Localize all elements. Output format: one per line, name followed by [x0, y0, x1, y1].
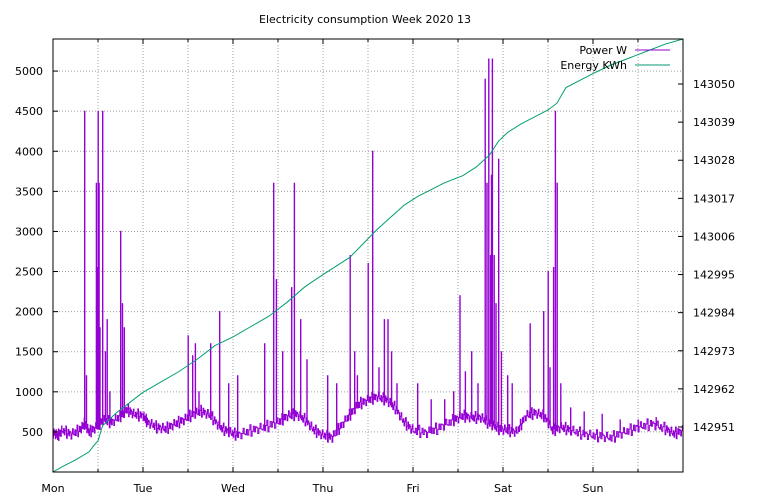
grid	[53, 39, 683, 472]
legend-label: Power W	[579, 44, 627, 57]
y2-tick-label: 142995	[693, 269, 735, 282]
x-tick-label: Sun	[583, 482, 604, 495]
y-tick-label: 3500	[15, 185, 43, 198]
x-tick-label: Wed	[221, 482, 245, 495]
energy-series-line	[52, 38, 684, 473]
y-tick-label: 500	[22, 426, 43, 439]
y-tick-label: 3000	[15, 225, 43, 238]
x-tick-label: Mon	[41, 482, 64, 495]
y2-tick-label: 142962	[693, 383, 735, 396]
y2-tick-label: 143050	[693, 78, 735, 91]
y-tick-label: 2500	[15, 266, 43, 279]
x-tick-label: Thu	[312, 482, 334, 495]
y-tick-label: 1500	[15, 346, 43, 359]
y-tick-label: 4500	[15, 105, 43, 118]
y2-tick-label: 143017	[693, 192, 735, 205]
axes: Mon Tue Wed Thu Fri Sat Sun 500 1000 1500 2000 2500…	[15, 39, 735, 495]
y-tick-label: 4000	[15, 145, 43, 158]
legend-label: Energy KWh	[560, 59, 627, 72]
y-tick-label: 5000	[15, 65, 43, 78]
y2-tick-label: 142951	[693, 421, 735, 434]
plot-series	[52, 38, 684, 473]
y2-tick-label: 143039	[693, 116, 735, 129]
y2-tick-label: 142984	[693, 307, 735, 320]
power-series-line	[52, 58, 684, 443]
y-tick-label: 2000	[15, 306, 43, 319]
y-tick-label: 1000	[15, 386, 43, 399]
chart-title: Electricity consumption Week 2020 13	[259, 13, 471, 26]
legend: Power W Energy KWh	[560, 44, 670, 72]
x-tick-label: Sat	[494, 482, 513, 495]
y2-tick-label: 143028	[693, 154, 735, 167]
y2-tick-label: 142973	[693, 345, 735, 358]
x-tick-label: Tue	[133, 482, 153, 495]
y2-tick-label: 143006	[693, 230, 735, 243]
x-tick-label: Fri	[406, 482, 419, 495]
